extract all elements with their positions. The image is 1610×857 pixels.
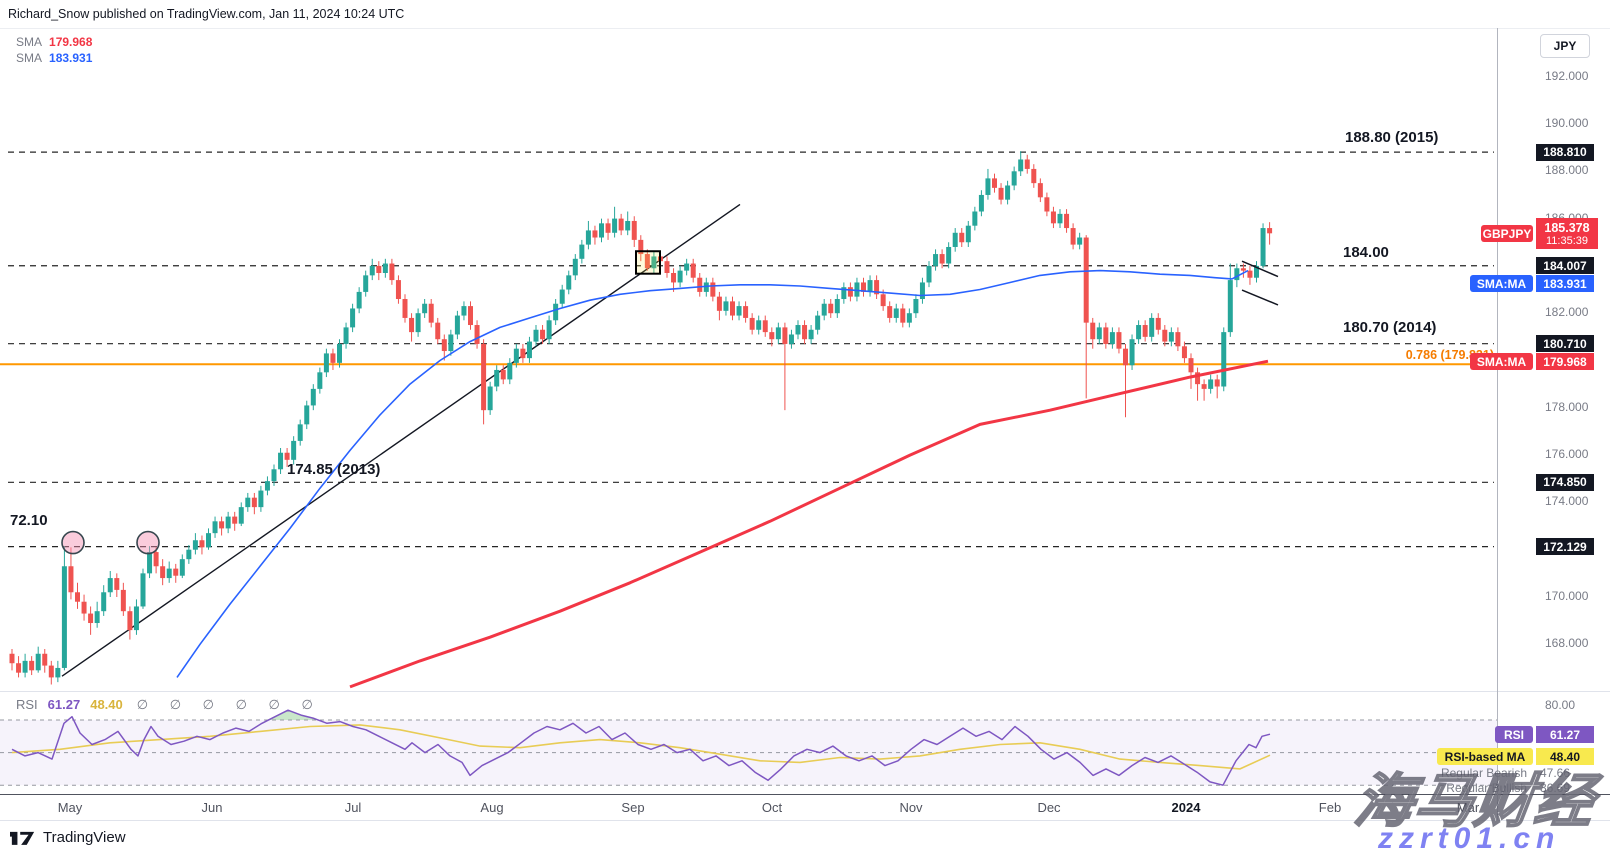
time-axis-month-label: May <box>57 800 83 815</box>
sma-red-pill: SMA:MA <box>1470 353 1533 370</box>
price-level-badge: 172.129 <box>1536 538 1594 556</box>
price-pane[interactable] <box>0 28 1497 691</box>
indicator-legend: SMA 179.968 SMA 183.931 <box>16 34 92 66</box>
tradingview-logo-icon <box>10 829 36 846</box>
price-axis-tick: 170.000 <box>1545 589 1589 603</box>
sma-blue-value: 183.931 <box>49 51 93 65</box>
price-axis-tick: 188.000 <box>1545 163 1589 178</box>
regular-bearish-value: 47.66 <box>1540 766 1571 780</box>
chart-annotation: 72.10 <box>10 512 48 529</box>
rsi-badge-pill: RSI <box>1495 726 1533 743</box>
watermark-url-text: zzrt01.cn <box>1378 822 1561 855</box>
last-price-badge: 185.378 11:35:39 <box>1536 218 1598 249</box>
sma-blue-pill: SMA:MA <box>1470 275 1533 292</box>
sma-red-value-badge: 179.968 <box>1536 353 1594 370</box>
rsi-ma-value: 48.40 <box>90 697 123 712</box>
sma-label: SMA <box>16 51 43 65</box>
rsi-badge-value: 61.27 <box>1536 726 1594 743</box>
chart-annotation: 184.00 <box>1343 244 1389 261</box>
symbol-badge: GBPJPY <box>1481 225 1533 242</box>
price-axis-tick: 192.000 <box>1545 68 1589 83</box>
time-axis-month-label: Nov <box>899 800 923 815</box>
rsi-legend[interactable]: RSI 61.27 48.40 ∅ ∅ ∅ ∅ ∅ ∅ <box>16 697 322 713</box>
price-axis-tick: 190.000 <box>1545 116 1589 130</box>
rsi-value: 61.27 <box>47 697 81 712</box>
price-axis-tick: 182.000 <box>1545 305 1589 320</box>
regular-bullish-value: 36.69 <box>1540 781 1571 795</box>
currency-unit-button[interactable]: JPY <box>1540 34 1590 58</box>
time-axis-month-label: Mar <box>1456 800 1480 815</box>
regular-bearish-label: Regular Bearish <box>1440 766 1527 780</box>
price-axis-tick: 178.000 <box>1545 399 1589 414</box>
time-axis-month-label: Oct <box>761 800 783 815</box>
time-axis-month-label: 2024 <box>1171 800 1201 815</box>
chart-annotation: 180.70 (2014) <box>1343 319 1437 336</box>
sma-red-value: 179.968 <box>49 35 93 49</box>
rsi-title: RSI <box>16 697 38 712</box>
publish-attribution: Richard_Snow published on TradingView.co… <box>8 7 405 21</box>
rsi-empty-params: ∅ ∅ ∅ ∅ ∅ ∅ <box>136 697 322 712</box>
time-axis-month-label: Sep <box>621 800 645 815</box>
price-level-badge: 174.850 <box>1536 473 1594 491</box>
sma-label: SMA <box>16 35 43 49</box>
time-axis-month-label: Aug <box>480 800 504 815</box>
time-axis-scale[interactable] <box>0 794 1497 820</box>
price-axis-tick: 176.000 <box>1545 447 1589 462</box>
legend-sma-red[interactable]: SMA 179.968 <box>16 34 92 50</box>
chart-annotation: 188.80 (2015) <box>1345 129 1439 146</box>
tradingview-footer-link[interactable]: TradingView <box>10 829 126 846</box>
sma-blue-value-badge: 183.931 <box>1536 275 1594 292</box>
time-axis-month-label: Jul <box>344 800 362 815</box>
regular-bullish-label: Regular Bullish <box>1446 781 1527 795</box>
rsi-axis-tick: 80.00 <box>1545 698 1576 712</box>
tradingview-brand-text: TradingView <box>43 829 126 846</box>
time-axis-month-label: Jun <box>201 800 223 815</box>
last-price-time: 11:35:39 <box>1545 234 1588 247</box>
last-price: 185.378 <box>1544 220 1590 235</box>
price-level-badge: 188.810 <box>1536 143 1594 161</box>
legend-sma-blue[interactable]: SMA 183.931 <box>16 50 92 66</box>
price-axis-tick: 174.000 <box>1545 494 1589 509</box>
time-axis-month-label: Feb <box>1318 800 1342 815</box>
chart-annotation: 174.85 (2013) <box>287 461 381 478</box>
price-axis-tick: 168.000 <box>1545 636 1589 651</box>
price-level-badge: 180.710 <box>1536 335 1594 353</box>
rsi-ma-badge-value: 48.40 <box>1536 748 1594 765</box>
price-level-badge: 184.007 <box>1536 257 1594 275</box>
time-axis-month-label: Dec <box>1037 800 1061 815</box>
